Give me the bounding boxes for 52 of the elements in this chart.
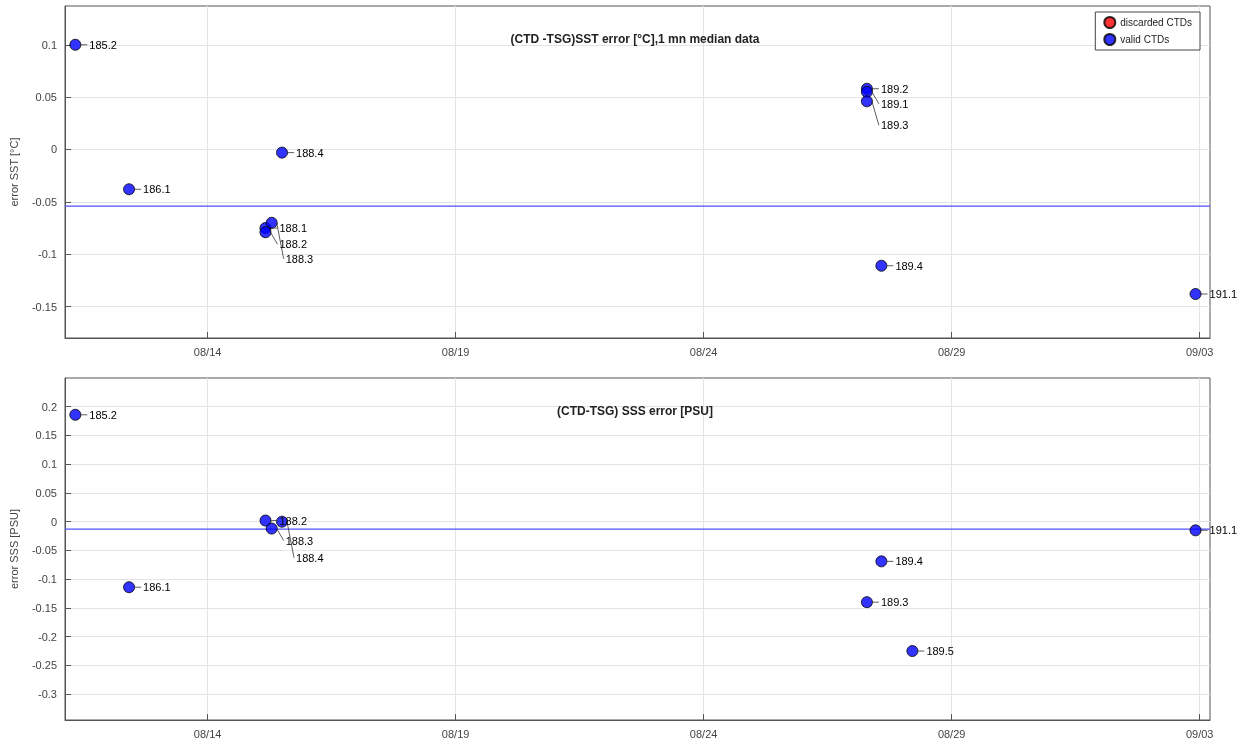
annotation: 188.1 (279, 222, 308, 235)
annotation: 189.4 (895, 555, 923, 568)
y-tick-label: -0.1 (38, 248, 57, 261)
annotation: 186.1 (143, 183, 171, 196)
x-tick-label: 08/19 (441, 345, 470, 358)
annotation: 188.3 (285, 534, 314, 547)
annotation: 191.1 (1209, 524, 1238, 537)
y-tick-label: -0.3 (38, 688, 57, 701)
y-tick-label: 0.05 (35, 91, 57, 104)
x-tick-label: 09/03 (1185, 727, 1214, 740)
y-tick-label: 0.1 (41, 38, 57, 51)
y-tick-label: 0.1 (41, 458, 57, 471)
y-axis-title: error SST [°C] (7, 137, 20, 207)
annotation: 186.1 (143, 581, 171, 594)
x-tick-label: 08/24 (689, 345, 718, 358)
annotation: 189.3 (880, 119, 909, 132)
annotation: 189.5 (926, 645, 954, 658)
y-tick-label: -0.25 (31, 659, 57, 672)
x-tick-label: 08/29 (937, 345, 966, 358)
annotation: 189.1 (880, 97, 909, 110)
y-tick-label: -0.15 (31, 601, 57, 614)
x-tick-label: 08/14 (193, 727, 222, 740)
y-tick-label: 0.2 (41, 400, 57, 413)
legend-label: valid CTDs (1120, 34, 1170, 45)
annotation: 188.2 (279, 238, 308, 251)
annotation: 188.3 (285, 252, 314, 265)
annotation: 188.4 (296, 551, 324, 564)
y-tick-label: 0.05 (35, 486, 57, 499)
x-tick-label: 09/03 (1185, 345, 1214, 358)
text: (CTD-TSG) SSS error [PSU] (556, 404, 714, 418)
y-tick-label: 0 (50, 515, 57, 528)
y-axis-title: error SSS [PSU] (7, 508, 20, 590)
annotation: 189.2 (880, 82, 909, 95)
y-tick-label: -0.2 (38, 630, 57, 643)
y-tick-label: 0.15 (35, 429, 57, 442)
x-tick-label: 08/14 (193, 345, 222, 358)
y-tick-label: 0 (50, 143, 57, 156)
x-tick-label: 08/29 (937, 727, 966, 740)
y-tick-label: -0.05 (31, 195, 57, 208)
annotation: 188.4 (296, 146, 324, 159)
x-tick-label: 08/19 (441, 727, 470, 740)
annotation: 189.3 (880, 596, 909, 609)
annotation: 191.1 (1209, 288, 1238, 301)
text: (CTD -TSG)SST error [°C],1 mn median data (510, 32, 760, 46)
y-tick-label: -0.05 (31, 544, 57, 557)
annotation: 189.4 (895, 259, 923, 272)
legend-label: discarded CTDs (1120, 17, 1193, 28)
y-tick-label: -0.15 (31, 300, 57, 313)
y-tick-label: -0.1 (38, 573, 57, 586)
annotation: 185.2 (89, 38, 117, 51)
x-tick-label: 08/24 (689, 727, 718, 740)
annotation: 185.2 (89, 408, 117, 421)
